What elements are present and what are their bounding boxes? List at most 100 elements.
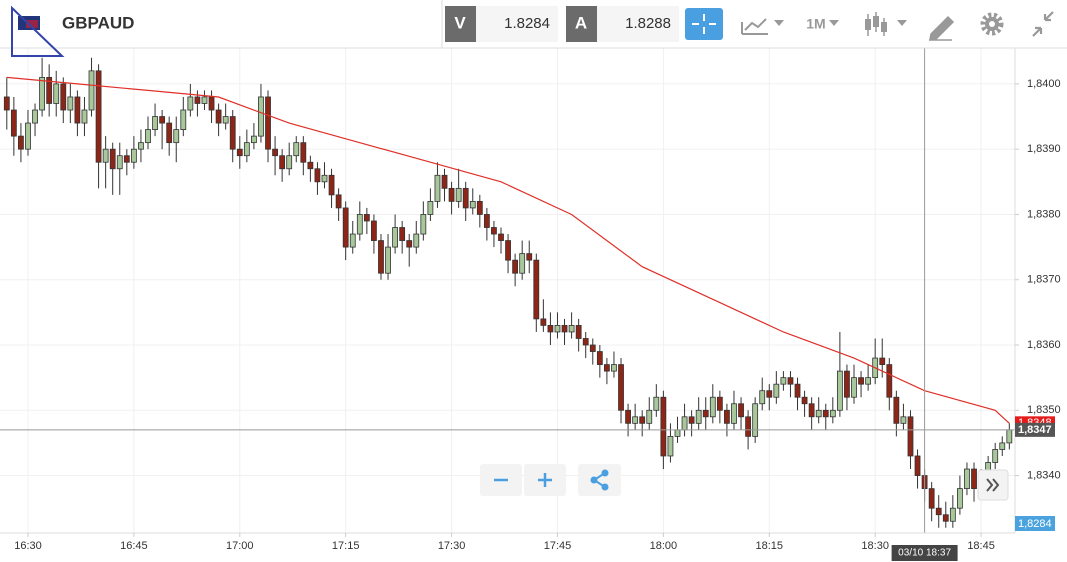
- candle-body: [441, 174, 448, 189]
- gear-hole: [989, 21, 995, 27]
- candle-body: [611, 364, 617, 372]
- bid-badge-label[interactable]: V: [454, 13, 466, 32]
- candle-body: [427, 200, 434, 215]
- candle-body: [406, 240, 413, 248]
- x-tick-label: 16:45: [120, 540, 148, 552]
- candle-body: [349, 233, 356, 248]
- candle-body: [575, 325, 582, 339]
- candle-body: [265, 96, 271, 150]
- candle-style-icon[interactable]: [865, 12, 887, 36]
- candle-body: [152, 116, 158, 130]
- collapse-icon[interactable]: [1032, 11, 1054, 37]
- candle-body: [865, 377, 872, 385]
- dropdown-arrow: [897, 20, 907, 26]
- candle-body: [554, 325, 561, 333]
- candle-body: [81, 109, 88, 124]
- candle-body: [879, 357, 886, 365]
- candle-body: [914, 455, 921, 476]
- bid-box[interactable]: [476, 6, 558, 42]
- candle-body: [907, 416, 914, 457]
- y-tick-label: 1,8370: [1027, 274, 1061, 286]
- candle-body: [469, 200, 476, 209]
- bid-price[interactable]: 1.8284: [504, 15, 550, 32]
- gear-teeth: [980, 12, 1004, 36]
- candle-body: [130, 148, 137, 163]
- candle-body: [512, 259, 519, 274]
- candle-body: [533, 259, 540, 320]
- candle-body: [187, 96, 194, 111]
- candle-body: [321, 174, 328, 183]
- settings-icon[interactable]: [980, 12, 1004, 36]
- y-tick-label: 1,8350: [1027, 404, 1061, 416]
- ask-box[interactable]: [597, 6, 679, 42]
- candle-body: [957, 488, 963, 509]
- candle-body: [547, 325, 554, 333]
- candle-body: [632, 416, 639, 424]
- candle-body: [18, 135, 24, 150]
- candle-body: [653, 396, 660, 411]
- symbol-flag[interactable]: [11, 5, 65, 57]
- bid-price-label: 1,8284: [1018, 518, 1052, 530]
- y-tick-label: 1,8340: [1027, 469, 1061, 481]
- ask-badge-label[interactable]: A: [575, 13, 587, 32]
- candle-body: [434, 174, 441, 202]
- candle-body: [3, 96, 10, 111]
- candle-body: [604, 364, 610, 372]
- candle-body: [992, 449, 999, 463]
- candle-body: [314, 168, 321, 183]
- candle-body: [258, 96, 264, 137]
- candle-body: [999, 442, 1006, 450]
- dropdown-arrow: [829, 20, 839, 26]
- candle-body: [526, 253, 533, 261]
- candle-body: [731, 403, 737, 424]
- candle-body: [46, 76, 53, 104]
- candle-body: [88, 70, 95, 111]
- crosshair-time-tag: [891, 545, 958, 561]
- candle-body: [222, 116, 229, 124]
- candle-body: [392, 227, 399, 248]
- candle-body: [476, 200, 483, 215]
- candle-body: [279, 155, 286, 170]
- candle-body: [420, 214, 427, 235]
- candle-body: [109, 148, 116, 170]
- ask-price[interactable]: 1.8288: [625, 15, 671, 32]
- candle-body: [123, 155, 130, 163]
- candle-body: [709, 396, 716, 418]
- x-tick-label: 17:30: [438, 540, 466, 552]
- candle-body: [942, 514, 949, 522]
- candle-body: [293, 142, 300, 157]
- candle-body: [625, 409, 631, 424]
- candle-body: [928, 488, 935, 509]
- candle-body: [780, 377, 787, 385]
- candle-body: [773, 383, 780, 398]
- candle-body: [378, 240, 384, 274]
- share-button[interactable]: [578, 464, 621, 496]
- candle-body: [32, 109, 38, 124]
- ask-badge[interactable]: [566, 6, 597, 42]
- candle-body: [738, 403, 744, 418]
- crosshair-price-tag: [1015, 422, 1055, 437]
- draw-tool-icon[interactable]: [929, 15, 955, 41]
- candle-body: [102, 148, 109, 163]
- candle-body: [766, 390, 773, 398]
- candle-body: [138, 142, 144, 150]
- candle-body: [448, 187, 455, 202]
- candle-body: [702, 409, 709, 418]
- candle-body: [67, 96, 74, 111]
- candle-body: [674, 429, 681, 437]
- candle-body: [582, 338, 589, 346]
- candle-body: [724, 409, 730, 424]
- symbol[interactable]: GBPAUD: [62, 13, 134, 32]
- candle-body: [328, 174, 335, 196]
- timeframe[interactable]: 1M: [806, 16, 825, 32]
- candle-body: [39, 76, 45, 111]
- bid-badge[interactable]: [445, 6, 476, 42]
- selection-triangle: [11, 5, 65, 57]
- share-dot: [601, 469, 609, 477]
- candle-body: [759, 390, 766, 405]
- chart-type-icon[interactable]: [741, 18, 768, 35]
- crosshair-button[interactable]: [685, 8, 723, 40]
- share-dot: [590, 476, 598, 484]
- bid-price-tag: [1015, 516, 1055, 531]
